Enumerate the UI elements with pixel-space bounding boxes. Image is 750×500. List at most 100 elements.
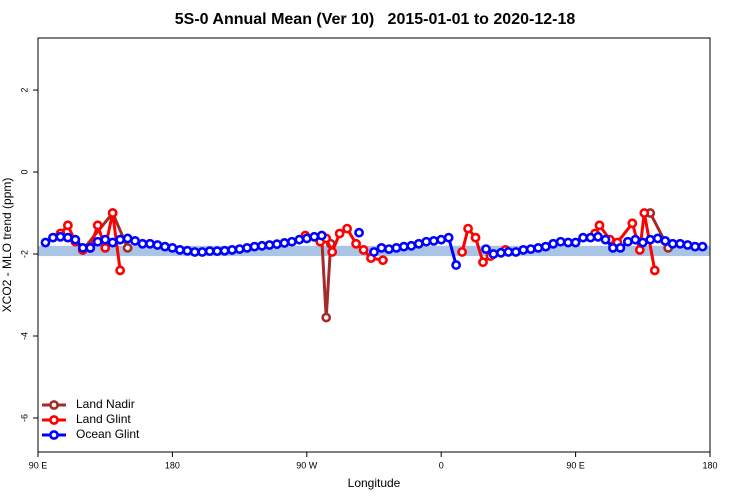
chart-title: 5S-0 Annual Mean (Ver 10) 2015-01-01 to … [175,11,576,28]
data-point [481,244,491,254]
data-point [510,247,521,257]
data-point [627,218,638,229]
data-point [286,236,297,247]
data-point [92,236,103,247]
data-point [594,220,605,231]
data-point [167,242,178,253]
data-point [160,241,170,252]
data-point [301,233,312,244]
data-point [107,208,118,218]
data-point [358,245,369,255]
data-point [62,220,73,231]
x-tick-label: 180 [702,460,717,470]
data-point [309,231,320,242]
data-point [354,227,364,238]
data-point [428,236,439,246]
data-point [212,246,223,257]
data-point [342,223,353,234]
data-point [55,231,66,242]
data-point [264,240,275,250]
data-point [563,237,574,248]
data-point [639,208,650,218]
data-point [585,232,596,243]
legend-marker [49,415,59,425]
data-point [219,245,230,256]
data-point [555,236,566,247]
y-tick-label: -4 [19,332,29,340]
data-point [316,230,327,241]
data-point [525,244,536,254]
data-point [384,244,394,254]
data-point [115,234,126,245]
data-point [675,238,686,249]
data-point [334,228,345,239]
data-point [122,242,133,253]
data-point [92,220,103,231]
x-axis-label: Longitude [348,476,401,490]
data-point [391,242,402,253]
legend-marker [49,430,59,440]
data-point [600,234,611,245]
data-point [376,242,387,253]
data-point [257,240,267,251]
data-point [85,242,96,253]
data-point [436,234,447,245]
data-point [398,241,409,252]
data-point [470,232,481,243]
data-point [152,240,163,250]
y-tick-label: -6 [19,414,29,422]
legend-label: Land Nadir [76,397,135,411]
series-line [81,211,670,320]
data-point [77,242,88,253]
data-point [100,242,111,253]
data-point [182,245,193,256]
data-point [548,238,559,249]
data-point [413,238,424,249]
data-point [137,238,148,249]
data-point [272,239,282,250]
legend-marker [49,400,59,410]
data-point [378,255,388,266]
data-point [327,247,338,257]
data-point [645,234,656,245]
data-point [204,246,215,257]
y-tick-label: 2 [19,88,29,93]
data-point [622,236,633,247]
data-point [115,265,126,276]
data-point [637,237,648,248]
data-point [488,249,499,259]
data-point [321,312,332,323]
data-point [145,238,155,249]
data-point [249,241,260,252]
data-point [189,247,200,257]
data-point [667,238,678,249]
data-point [369,247,379,257]
x-tick-label: 180 [165,460,180,470]
y-axis-label: XCO2 - MLO trend (ppm) [0,178,14,313]
data-point [234,244,245,254]
data-point [518,245,529,255]
data-point [578,232,588,243]
plot-frame [37,37,711,453]
data-point [174,245,185,255]
data-point [463,223,473,234]
data-point [279,238,290,248]
data-point [197,247,208,257]
data-point [130,236,140,246]
data-point [478,257,488,268]
data-point [70,234,81,245]
data-point [615,242,626,253]
data-point [630,234,641,245]
data-point [451,260,462,270]
legend-label: Ocean Glint [76,427,140,441]
data-point [351,238,361,249]
data-point [503,247,514,257]
data-point [457,247,468,257]
y-tick-label: -2 [19,250,29,258]
data-point [660,236,671,246]
data-point [533,242,544,253]
data-point [443,232,454,243]
series [40,227,708,270]
x-tick-label: 90 W [296,460,318,470]
y-tick-label: 0 [19,170,29,175]
